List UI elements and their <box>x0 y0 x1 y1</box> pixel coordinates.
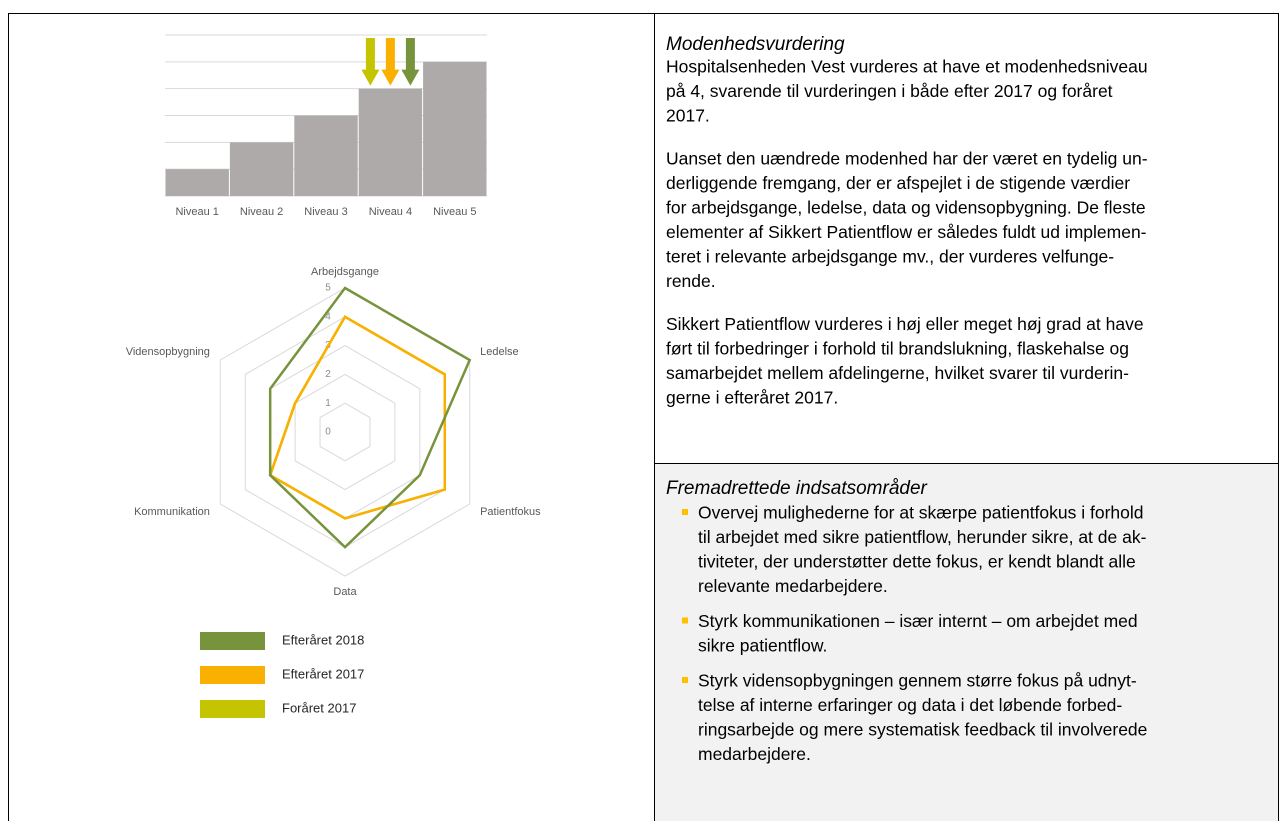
axis-label: Ledelse <box>480 346 519 358</box>
paragraph-line: rende. <box>666 271 716 291</box>
x-tick-label: Niveau 5 <box>433 206 476 218</box>
radar-line <box>268 315 447 520</box>
legend-swatch <box>200 700 265 718</box>
grid-ring <box>219 287 471 577</box>
bullet-marker <box>682 509 688 515</box>
paragraph-line: elementer af Sikkert Patientflow er såle… <box>666 222 1147 242</box>
axis-label: Vidensopbygning <box>126 346 210 358</box>
r-tick-label: 0 <box>325 427 331 438</box>
bar <box>358 88 423 196</box>
level-arrow <box>401 38 420 86</box>
legend-label: Efteråret 2017 <box>282 666 364 681</box>
paragraph-line: Uanset den uændrede modenhed har der vær… <box>666 149 1148 169</box>
bar <box>423 61 487 197</box>
radar-line <box>268 315 447 520</box>
grid-ring <box>269 345 421 519</box>
legend-swatch <box>200 666 265 684</box>
x-tick-label: Niveau 3 <box>304 206 347 218</box>
paragraph-line: samarbejdet mellem afdelingerne, hvilket… <box>666 363 1129 383</box>
axis-label: Patientfokus <box>480 506 541 518</box>
content: Niveau 1 Niveau 2 Niveau 3 Niveau 4 Niveau 5… <box>126 34 1148 764</box>
legend-label: Foråret 2017 <box>282 700 356 715</box>
paragraph-line: ført til forbedringer i forhold til bran… <box>666 339 1129 359</box>
bullet-line: Styrk vidensopbygningen gennem større fo… <box>698 671 1137 691</box>
bullet-line: relevante medarbejdere. <box>698 576 888 596</box>
grid-ring <box>294 373 396 491</box>
paragraph-line: Sikkert Patientflow vurderes i høj eller… <box>666 314 1144 334</box>
bullet-line: medarbejdere. <box>698 744 811 764</box>
r-tick-label: 2 <box>325 369 331 380</box>
section-heading: Fremadrettede indsatsområder <box>666 478 928 499</box>
focus-cell <box>654 463 1279 821</box>
paragraph-line: Hospitalsenheden Vest vurderes at have e… <box>666 57 1148 77</box>
legend-label: Efteråret 2018 <box>282 632 364 647</box>
x-tick-label: Niveau 1 <box>175 206 218 218</box>
bullet-line: telse af interne erfaringer og data i de… <box>698 695 1122 715</box>
x-tick-label: Niveau 2 <box>240 206 283 218</box>
bullet-line: Overvej mulighederne for at skærpe patie… <box>698 503 1144 523</box>
bar <box>294 115 358 196</box>
paragraph-line: 2017. <box>666 106 710 126</box>
r-tick-label: 5 <box>325 283 331 294</box>
bullet-marker <box>682 617 688 624</box>
paragraph-line: på 4, svarende til vurderingen i både ef… <box>666 81 1113 101</box>
bullet-line: til arbejdet med sikre patientflow, heru… <box>698 527 1147 547</box>
bar <box>229 142 294 196</box>
axis-label: Kommunikation <box>134 506 210 518</box>
axis-label: Arbejdsgange <box>311 266 379 278</box>
paragraph-line: gerne i efteråret 2017. <box>666 388 838 408</box>
bullet-line: ringsarbejde og mere systematisk feedbac… <box>698 720 1147 740</box>
section-heading: Modenhedsvurdering <box>666 34 845 55</box>
paragraph-line: teret i relevante arbejdsgange mv., der … <box>666 247 1114 267</box>
table-border <box>8 13 1279 821</box>
bullet-line: Styrk kommunikationen – især internt – o… <box>698 611 1138 631</box>
bullet-line: tiviteter, der understøtter dette fokus,… <box>698 552 1136 572</box>
paragraph-line: derliggende fremgang, der er afspejlet i… <box>666 173 1130 193</box>
r-tick-label: 4 <box>325 311 331 322</box>
bar <box>165 169 229 196</box>
radar-line <box>268 286 472 549</box>
level-arrow <box>381 38 400 86</box>
bullet-marker <box>682 677 688 683</box>
x-tick-label: Niveau 4 <box>369 206 412 218</box>
bullet-line: sikre patientflow. <box>698 636 827 656</box>
grid-ring <box>319 402 371 462</box>
grid-ring <box>244 316 446 548</box>
axis-label: Data <box>333 586 357 598</box>
r-tick-label: 1 <box>325 398 331 409</box>
legend-swatch <box>200 632 265 650</box>
paragraph-line: for arbejdsgange, ledelse, data og viden… <box>666 198 1146 218</box>
level-arrow <box>361 38 380 86</box>
